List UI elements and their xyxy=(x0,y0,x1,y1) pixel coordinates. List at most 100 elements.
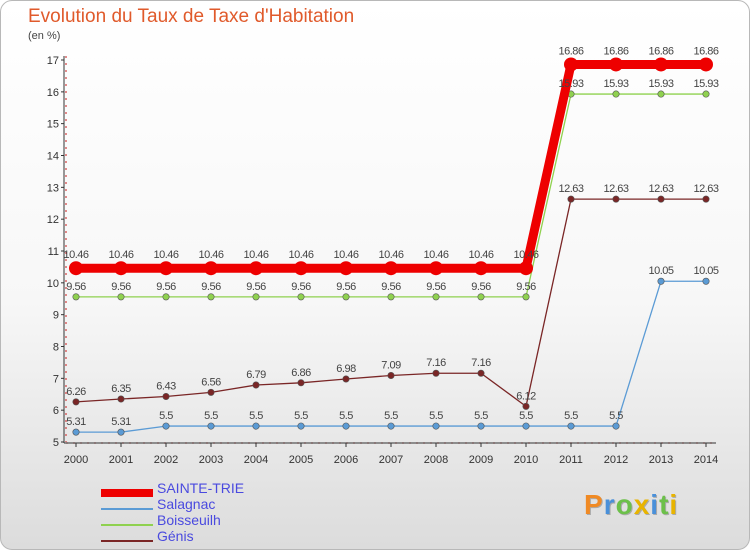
x-tick-label: 2007 xyxy=(379,454,403,466)
data-point xyxy=(117,395,125,403)
data-label: 6.56 xyxy=(201,376,221,388)
legend-item: Salagnac xyxy=(101,496,341,519)
y-tick-label: 10 xyxy=(47,278,59,290)
chart-axes: 5 6 7 8 9 10 11 12 13 14 15 16 17 2000 2001 2002 2003 200… xyxy=(47,55,718,466)
x-tick-label: 2010 xyxy=(514,454,538,466)
data-point xyxy=(564,57,578,72)
data-label: 6.12 xyxy=(516,390,536,402)
data-point xyxy=(297,422,305,430)
legend-swatch xyxy=(101,524,153,526)
data-point xyxy=(69,261,83,276)
data-point xyxy=(702,90,710,98)
y-tick-label: 6 xyxy=(53,405,59,417)
legend-swatch xyxy=(101,508,153,510)
data-label: 5.5 xyxy=(204,410,218,422)
y-tick-label: 17 xyxy=(47,55,59,67)
data-label: 10.46 xyxy=(243,249,268,261)
data-point xyxy=(162,392,170,400)
x-tick-label: 2005 xyxy=(289,454,313,466)
data-label: 6.79 xyxy=(246,369,266,381)
data-point xyxy=(432,422,440,430)
x-tick-label: 2000 xyxy=(64,454,88,466)
data-point xyxy=(654,57,668,72)
data-point xyxy=(117,428,125,436)
x-tick-label: 2008 xyxy=(424,454,448,466)
y-tick-label: 14 xyxy=(47,151,59,163)
data-point xyxy=(252,381,260,389)
data-label: 10.46 xyxy=(288,249,313,261)
data-point xyxy=(297,293,305,301)
data-point xyxy=(474,261,488,276)
data-label: 5.5 xyxy=(519,410,533,422)
x-tick-label: 2003 xyxy=(199,454,223,466)
data-label: 5.5 xyxy=(384,410,398,422)
data-label: 5.31 xyxy=(111,416,131,428)
legend-swatch xyxy=(101,540,153,542)
data-point xyxy=(429,261,443,276)
data-point xyxy=(522,422,530,430)
data-point xyxy=(567,422,575,430)
data-point xyxy=(159,261,173,276)
y-tick-label: 13 xyxy=(47,182,59,194)
data-point xyxy=(207,422,215,430)
data-point xyxy=(567,195,575,203)
data-label: 16.86 xyxy=(603,45,628,57)
data-point xyxy=(657,277,665,285)
data-point xyxy=(384,261,398,276)
legend-label: Boisseuilh xyxy=(157,512,221,528)
data-point xyxy=(657,90,665,98)
data-label: 10.46 xyxy=(468,249,493,261)
brand-logo: Proxiti xyxy=(584,489,679,520)
data-label: 10.05 xyxy=(693,265,718,277)
data-point xyxy=(114,261,128,276)
data-label: 10.46 xyxy=(423,249,448,261)
y-tick-label: 5 xyxy=(53,437,59,449)
data-point xyxy=(207,388,215,396)
data-point xyxy=(342,375,350,383)
data-label: 12.63 xyxy=(558,183,583,195)
data-label: 9.56 xyxy=(66,281,86,293)
x-tick-label: 2014 xyxy=(694,454,718,466)
y-tick-label: 16 xyxy=(47,87,59,99)
x-tick-label: 2001 xyxy=(109,454,133,466)
data-label: 15.93 xyxy=(603,78,628,90)
data-point xyxy=(612,422,620,430)
data-label: 10.46 xyxy=(63,249,88,261)
y-tick-label: 9 xyxy=(53,310,59,322)
data-label: 10.46 xyxy=(513,249,538,261)
data-point xyxy=(477,422,485,430)
data-label: 10.05 xyxy=(648,265,673,277)
data-point xyxy=(162,422,170,430)
data-point xyxy=(252,422,260,430)
data-label: 7.16 xyxy=(471,357,491,369)
data-point xyxy=(432,293,440,301)
data-point xyxy=(72,428,80,436)
data-point xyxy=(342,293,350,301)
x-tick-label: 2009 xyxy=(469,454,493,466)
data-label: 7.09 xyxy=(381,359,401,371)
data-label: 9.56 xyxy=(336,281,356,293)
data-label: 5.5 xyxy=(249,410,263,422)
data-point xyxy=(657,195,665,203)
data-label: 5.5 xyxy=(294,410,308,422)
data-label: 6.86 xyxy=(291,367,311,379)
data-label: 6.98 xyxy=(336,363,356,375)
data-label: 9.56 xyxy=(291,281,311,293)
legend-item: SAINTE-TRIE xyxy=(101,480,341,503)
data-point xyxy=(297,379,305,387)
data-label: 12.63 xyxy=(603,183,628,195)
data-point xyxy=(162,293,170,301)
data-label: 6.26 xyxy=(66,386,86,398)
data-point xyxy=(612,195,620,203)
data-point xyxy=(522,402,530,410)
data-label: 15.93 xyxy=(558,78,583,90)
data-label: 6.43 xyxy=(156,380,176,392)
data-point xyxy=(72,293,80,301)
series-line-sainte-trie xyxy=(76,59,706,273)
y-tick-label: 11 xyxy=(48,246,59,258)
data-point xyxy=(207,293,215,301)
data-labels: 10.46 10.46 10.46 10.46 10.46 10.46 10.46 10.46… xyxy=(63,45,719,428)
data-point xyxy=(387,293,395,301)
